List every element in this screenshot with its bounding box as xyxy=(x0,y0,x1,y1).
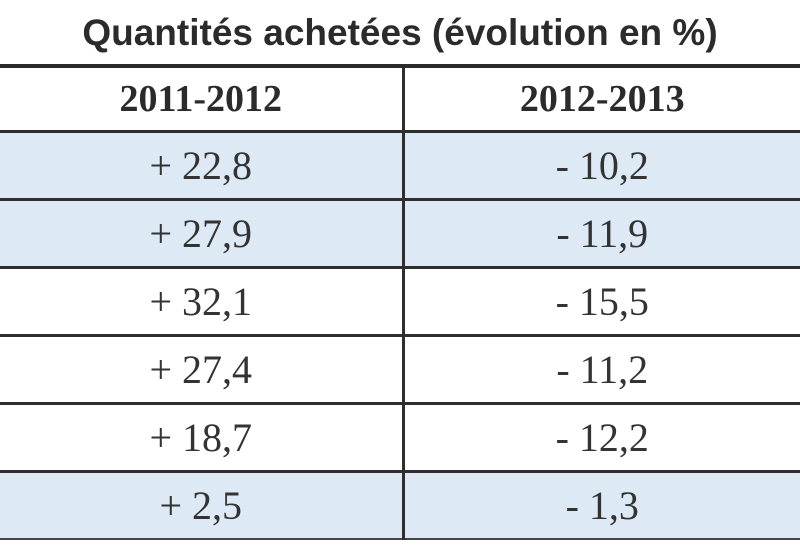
cell-2012-2013: - 10,2 xyxy=(403,131,800,200)
table-row: + 2,5 - 1,3 xyxy=(0,471,800,539)
table-row: + 18,7 - 12,2 xyxy=(0,403,800,472)
header-2011-2012: 2011-2012 xyxy=(0,68,405,132)
header-2012-2013: 2012-2013 xyxy=(403,68,800,132)
cell-2012-2013: - 11,2 xyxy=(403,335,800,404)
table-title: Quantités achetées (évolution en %) xyxy=(82,12,718,53)
cell-2012-2013: - 11,9 xyxy=(403,199,800,268)
cell-2012-2013: - 12,2 xyxy=(403,403,800,472)
table-row: + 22,8 - 10,2 xyxy=(0,131,800,200)
title-rule xyxy=(0,64,800,68)
cell-2011-2012: + 32,1 xyxy=(0,267,405,336)
header-row: 2011-2012 2012-2013 xyxy=(0,68,800,132)
cell-2012-2013: - 15,5 xyxy=(403,267,800,336)
evolution-table: 2011-2012 2012-2013 + 22,8 - 10,2 + 27,9… xyxy=(0,68,800,540)
cell-2011-2012: + 2,5 xyxy=(0,471,405,539)
cell-2011-2012: + 18,7 xyxy=(0,403,405,472)
cell-2011-2012: + 27,4 xyxy=(0,335,405,404)
table-row: + 32,1 - 15,5 xyxy=(0,267,800,336)
cell-2011-2012: + 27,9 xyxy=(0,199,405,268)
cell-2012-2013: - 1,3 xyxy=(403,471,800,539)
table-row: + 27,4 - 11,2 xyxy=(0,335,800,404)
table-row: + 27,9 - 11,9 xyxy=(0,199,800,268)
cell-2011-2012: + 22,8 xyxy=(0,131,405,200)
